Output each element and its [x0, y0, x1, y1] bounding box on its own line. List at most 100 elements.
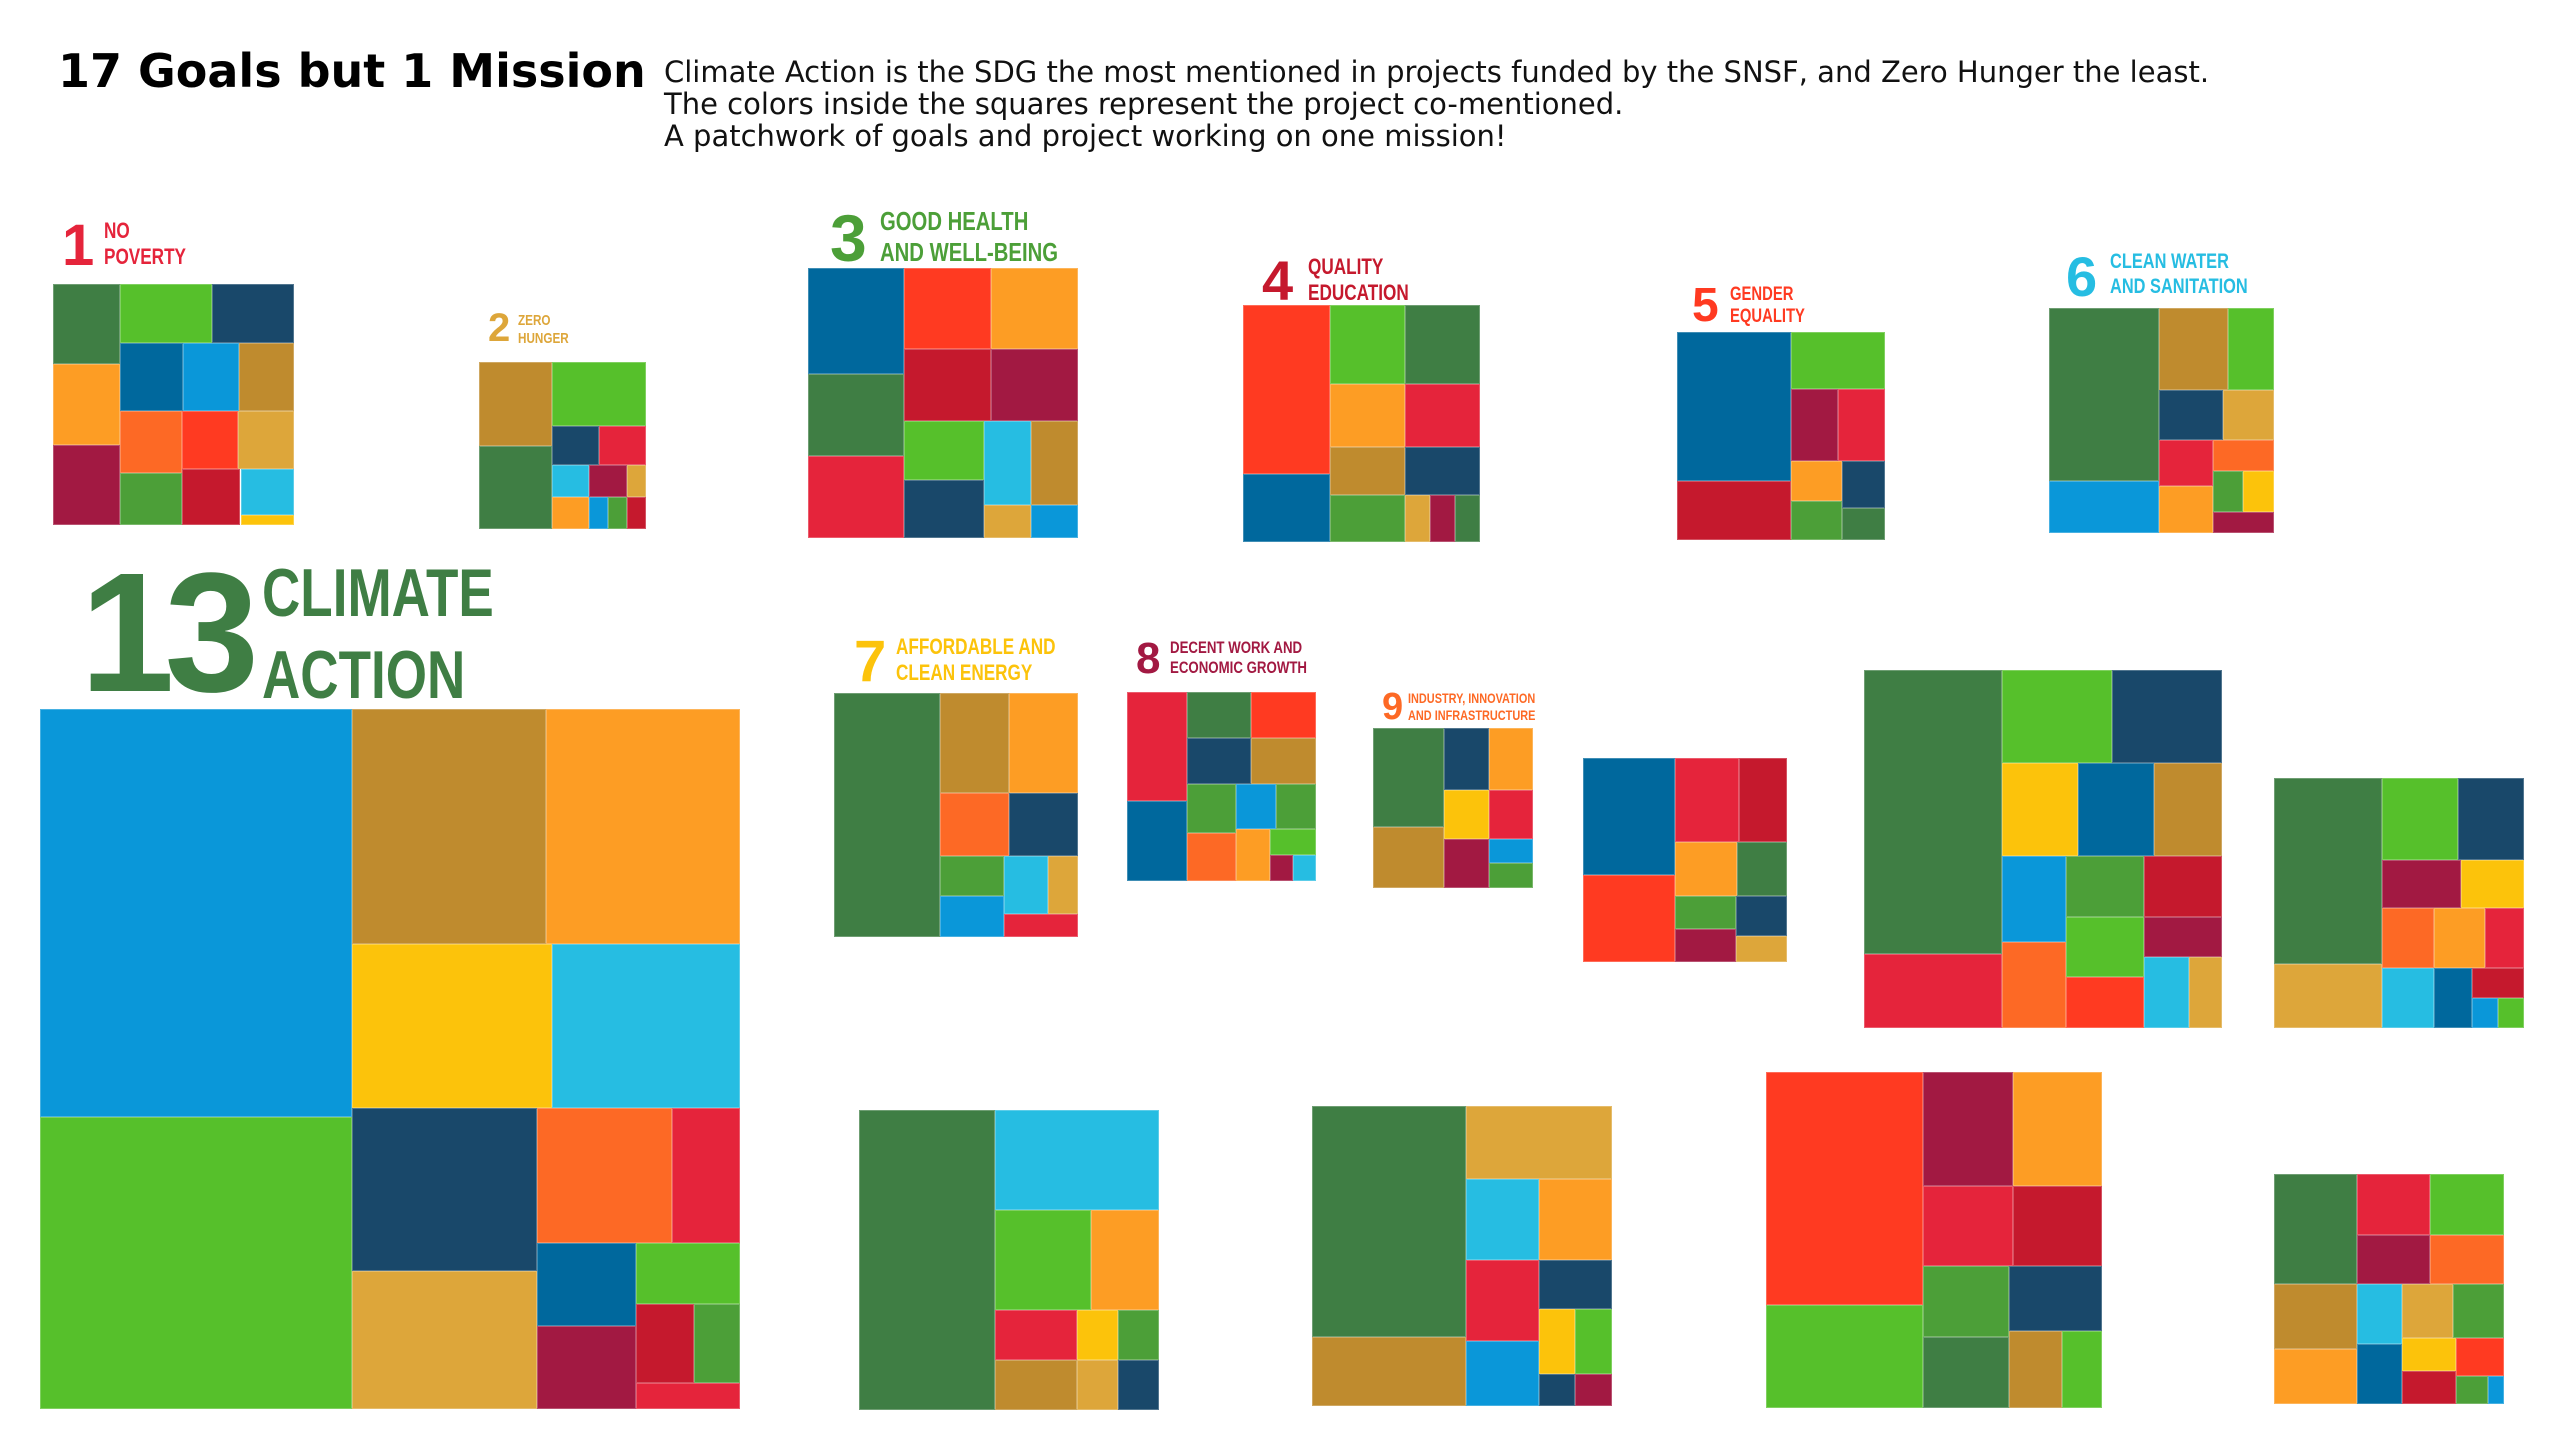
- treemap-cell: [2356, 1344, 2402, 1404]
- treemap-cell: [1675, 896, 1737, 929]
- treemap-cell: [1923, 1185, 2013, 1266]
- treemap-cell: [2274, 963, 2383, 1028]
- treemap-cell: [182, 411, 239, 470]
- treemap-cell: [1444, 838, 1489, 888]
- treemap-cell: [1003, 913, 1078, 937]
- treemap-cell: [2009, 1265, 2102, 1332]
- treemap-cell: [120, 411, 183, 473]
- treemap-cell: [1031, 504, 1078, 538]
- treemap-cell: [1675, 929, 1737, 962]
- treemap-sdg-6: [2049, 308, 2274, 533]
- sdg-number: 9: [1382, 686, 1403, 728]
- treemap-cell: [53, 364, 121, 445]
- treemap-cell: [1837, 389, 1885, 462]
- treemap-cell: [995, 1210, 1091, 1310]
- treemap-cell: [2457, 778, 2524, 860]
- treemap-cell: [1312, 1106, 1466, 1337]
- treemap-cell: [1270, 828, 1316, 855]
- treemap-sdg-10: [1583, 758, 1787, 962]
- treemap-cell: [2188, 957, 2222, 1028]
- treemap-cell: [2485, 908, 2524, 969]
- sdg-title: CLEAN WATER AND SANITATION: [2110, 250, 2248, 298]
- treemap-cell: [2401, 1284, 2453, 1338]
- treemap-cell: [2009, 1331, 2063, 1408]
- treemap-cell: [211, 284, 294, 344]
- treemap-cell: [1675, 842, 1738, 896]
- treemap-sdg-12: [2274, 778, 2524, 1028]
- treemap-cell: [940, 896, 1004, 937]
- treemap-cell: [1736, 935, 1787, 962]
- treemap-cell: [53, 444, 121, 525]
- treemap-cell: [2002, 763, 2079, 857]
- treemap-cell: [990, 349, 1078, 421]
- treemap-cell: [2002, 856, 2067, 943]
- treemap-cell: [940, 793, 1010, 856]
- treemap-sdg-14: [859, 1110, 1159, 1410]
- treemap-cell: [551, 496, 590, 529]
- treemap-sdg-15: [1312, 1106, 1612, 1406]
- treemap-cell: [182, 469, 241, 525]
- treemap-cell: [940, 693, 1010, 794]
- treemap-cell: [1276, 784, 1316, 829]
- treemap-cell: [1575, 1308, 1612, 1374]
- treemap-cell: [546, 709, 740, 944]
- treemap-cell: [551, 464, 590, 497]
- treemap-cell: [598, 426, 646, 465]
- sdg-title: QUALITY EDUCATION: [1308, 254, 1409, 305]
- treemap-cell: [635, 1242, 740, 1305]
- treemap-cell: [2498, 998, 2524, 1028]
- treemap-cell: [627, 496, 646, 529]
- treemap-cell: [1373, 728, 1445, 828]
- treemap-cell: [1790, 389, 1838, 462]
- treemap-cell: [2112, 670, 2222, 764]
- treemap-sdg-3: [808, 268, 1078, 538]
- treemap-cell: [1236, 784, 1277, 829]
- treemap-cell: [240, 514, 294, 525]
- treemap-cell: [940, 855, 1004, 897]
- treemap-cell: [1077, 1310, 1119, 1360]
- treemap-cell: [1465, 1341, 1539, 1406]
- treemap-cell: [1330, 305, 1406, 384]
- treemap-cell: [2274, 1174, 2357, 1284]
- sdg-number: 1: [62, 213, 94, 278]
- treemap-cell: [1488, 863, 1533, 888]
- treemap-cell: [1677, 480, 1791, 540]
- treemap-cell: [1330, 447, 1406, 495]
- treemap-cell: [537, 1108, 673, 1243]
- treemap-cell: [1251, 738, 1316, 785]
- treemap-cell: [2401, 1370, 2457, 1404]
- treemap-cell: [2158, 486, 2213, 533]
- treemap-cell: [1330, 494, 1406, 542]
- treemap-cell: [1583, 758, 1676, 875]
- treemap-cell: [238, 343, 294, 412]
- treemap-cell: [1003, 855, 1049, 914]
- treemap-cell: [1048, 855, 1078, 914]
- treemap-sdg-16: [1766, 1072, 2102, 1408]
- treemap-cell: [352, 709, 547, 944]
- treemap-cell: [40, 709, 353, 1118]
- treemap-sdg-2: [479, 362, 646, 529]
- treemap-cell: [2158, 390, 2223, 440]
- treemap-cell: [479, 445, 552, 529]
- treemap-cell: [1118, 1310, 1159, 1360]
- treemap-cell: [1312, 1336, 1466, 1406]
- treemap-cell: [551, 943, 740, 1109]
- treemap-sdg-8: [1127, 692, 1316, 881]
- treemap-cell: [2212, 470, 2244, 513]
- treemap-cell: [1330, 384, 1406, 448]
- treemap-sdg-17: [2274, 1174, 2504, 1404]
- treemap-cell: [1465, 1106, 1612, 1179]
- treemap-cell: [1675, 758, 1740, 842]
- description-line: The colors inside the squares represent …: [664, 87, 1624, 121]
- treemap-cell: [1488, 789, 1533, 839]
- treemap-cell: [2066, 856, 2145, 917]
- treemap-cell: [1538, 1178, 1612, 1261]
- sdg-title: NO POVERTY: [104, 218, 187, 269]
- treemap-cell: [1405, 384, 1480, 448]
- treemap-cell: [120, 284, 212, 344]
- treemap-cell: [1009, 693, 1078, 794]
- treemap-cell: [1251, 692, 1316, 739]
- treemap-cell: [1009, 793, 1078, 856]
- treemap-cell: [1444, 789, 1489, 839]
- sdg-title: DECENT WORK AND ECONOMIC GROWTH: [1170, 638, 1308, 678]
